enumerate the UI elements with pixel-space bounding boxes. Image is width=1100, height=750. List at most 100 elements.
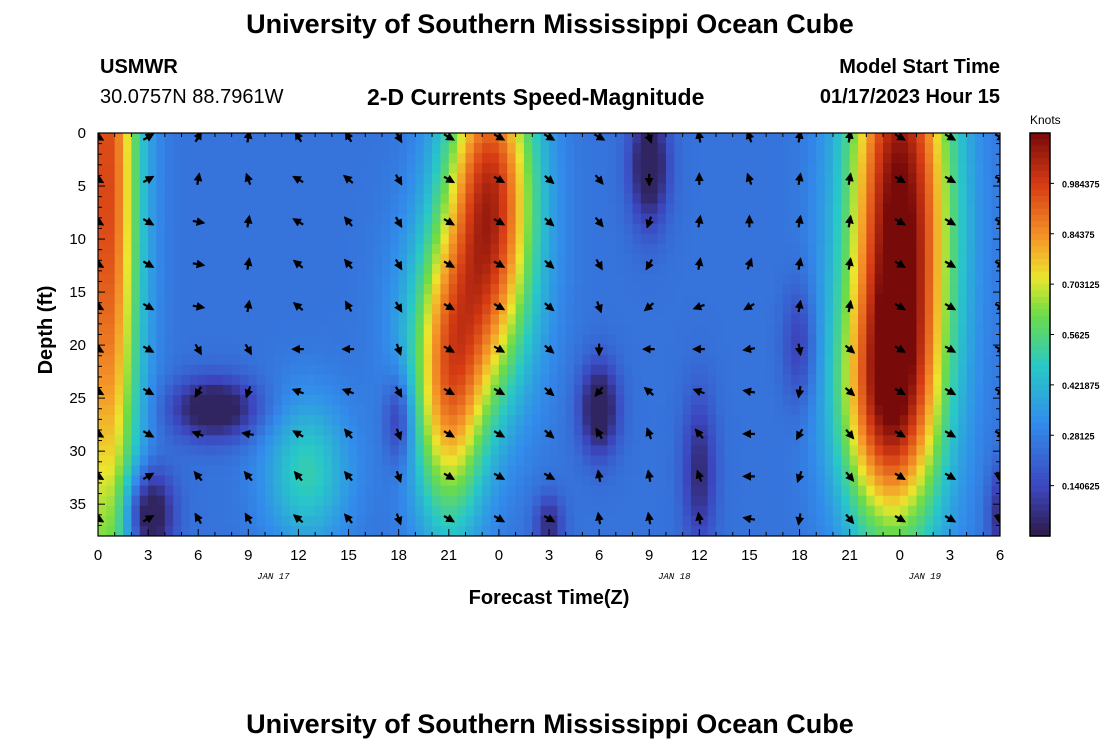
heatmap-cell [440, 133, 450, 144]
heatmap-cell [724, 394, 734, 406]
heatmap-cell [607, 284, 617, 295]
heatmap-cell [732, 394, 742, 406]
heatmap-cell [699, 163, 709, 174]
heatmap-cell [991, 284, 1000, 295]
heatmap-cell [649, 435, 659, 446]
heatmap-cell [298, 465, 308, 477]
heatmap-cell [941, 515, 951, 527]
heatmap-cell [365, 243, 375, 255]
heatmap-cell [899, 153, 909, 164]
heatmap-cell [590, 294, 600, 305]
heatmap-cell [590, 143, 600, 154]
heatmap-cell [807, 193, 817, 205]
heatmap-cell [649, 193, 659, 205]
heatmap-cell [858, 253, 867, 265]
heatmap-cell [239, 324, 249, 336]
heatmap-cell [866, 364, 876, 376]
heatmap-cell [106, 263, 116, 275]
heatmap-cell [448, 374, 458, 386]
heatmap-cell [924, 304, 934, 315]
heatmap-cell [432, 253, 442, 265]
heatmap-cell [423, 133, 433, 144]
heatmap-cell [757, 475, 767, 487]
heatmap-cell [381, 173, 391, 184]
heatmap-cell [231, 405, 241, 416]
heatmap-cell [590, 243, 600, 255]
heatmap-cell [916, 143, 926, 154]
heatmap-cell [381, 374, 391, 386]
heatmap-cell [908, 153, 918, 164]
heatmap-cell [365, 223, 375, 235]
heatmap-cell [482, 495, 492, 507]
heatmap-cell [599, 243, 609, 255]
page-title: University of Southern Mississippi Ocean… [246, 9, 854, 39]
heatmap-cell [298, 364, 308, 376]
colorbar-segment [1030, 227, 1050, 235]
heatmap-cell [749, 515, 759, 527]
heatmap-cell [256, 133, 266, 144]
heatmap-cell [398, 203, 408, 215]
heatmap-cell [732, 284, 742, 295]
heatmap-cell [941, 223, 951, 235]
heatmap-cell [381, 314, 391, 326]
heatmap-cell [465, 354, 475, 366]
heatmap-cell [482, 525, 492, 536]
heatmap-cell [858, 405, 867, 416]
heatmap-cell [883, 505, 893, 517]
heatmap-cell [732, 334, 742, 346]
heatmap-cell [390, 153, 400, 164]
heatmap-cell [941, 143, 951, 154]
heatmap-cell [807, 344, 817, 356]
heatmap-cell [766, 233, 776, 245]
heatmap-cell [440, 374, 450, 386]
heatmap-cell [298, 143, 308, 154]
heatmap-cell [507, 274, 517, 285]
current-arrow [643, 386, 655, 396]
heatmap-cell [941, 374, 951, 386]
heatmap-cell [164, 435, 174, 446]
heatmap-cell [549, 263, 558, 275]
heatmap-cell [665, 203, 675, 215]
heatmap-cell [832, 324, 842, 336]
heatmap-cell [198, 173, 208, 184]
current-arrow [645, 427, 654, 440]
heatmap-cell [298, 505, 308, 517]
x-tick-label: 15 [340, 547, 357, 564]
heatmap-cell [515, 384, 525, 396]
heatmap-cell [231, 384, 241, 396]
heatmap-cell [933, 344, 943, 356]
heatmap-cell [356, 294, 366, 305]
heatmap-cell [298, 394, 308, 406]
heatmap-cell [549, 143, 558, 154]
heatmap-cell [557, 274, 567, 285]
current-arrow [142, 344, 155, 353]
heatmap-cell [507, 344, 517, 356]
heatmap-cell [799, 274, 809, 285]
heatmap-cell [799, 374, 809, 386]
heatmap-cell [356, 425, 366, 436]
heatmap-cell [549, 243, 558, 255]
heatmap-cell [640, 525, 650, 536]
heatmap-cell [958, 183, 968, 195]
heatmap-cell [407, 475, 416, 487]
heatmap-cell [189, 364, 199, 376]
heatmap-cell [457, 495, 467, 507]
heatmap-cell [899, 193, 909, 205]
heatmap-cell [782, 274, 792, 285]
heatmap-cell [949, 253, 959, 265]
heatmap-cell [498, 495, 508, 507]
heatmap-cell [390, 263, 400, 275]
heatmap-cell [724, 223, 734, 235]
heatmap-cell [206, 374, 216, 386]
x-tick-label: 3 [545, 547, 553, 564]
heatmap-cell [774, 233, 784, 245]
heatmap-cell [106, 515, 116, 527]
heatmap-cell [248, 243, 258, 255]
heatmap-cell [473, 274, 483, 285]
heatmap-cell [315, 344, 325, 356]
heatmap-cell [732, 455, 742, 467]
heatmap-cell [281, 203, 291, 215]
heatmap-cell [423, 495, 433, 507]
heatmap-cell [457, 354, 467, 366]
heatmap-cell [941, 415, 951, 426]
